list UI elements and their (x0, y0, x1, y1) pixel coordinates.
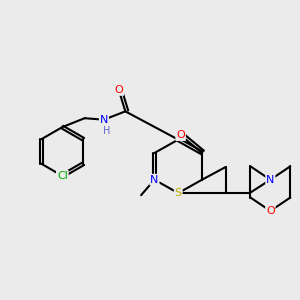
Text: O: O (176, 130, 185, 140)
Text: H: H (103, 126, 110, 136)
Text: N: N (266, 175, 275, 185)
Text: S: S (175, 188, 182, 198)
Text: N: N (100, 115, 108, 125)
Text: O: O (266, 206, 275, 216)
Text: Cl: Cl (57, 171, 68, 181)
Text: O: O (114, 85, 123, 95)
Text: N: N (150, 175, 159, 185)
